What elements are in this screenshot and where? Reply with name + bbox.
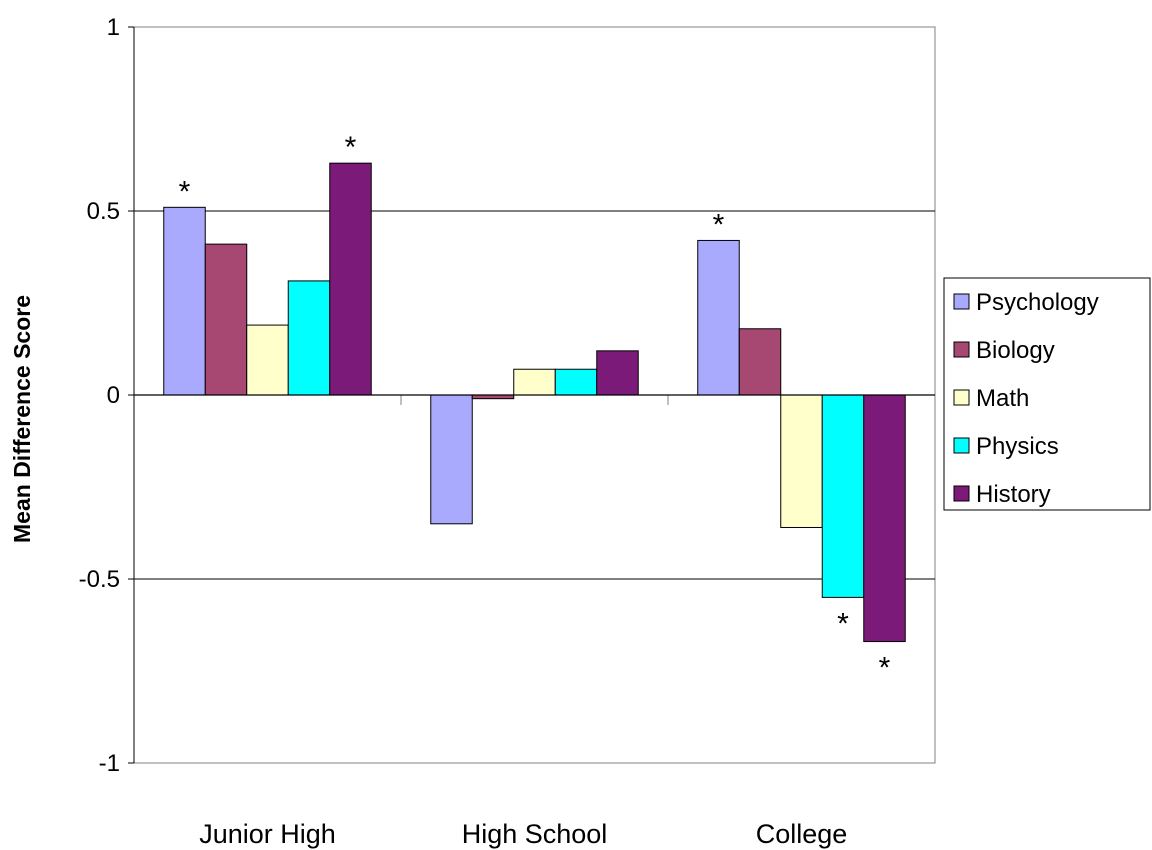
y-tick-label: -1 xyxy=(99,750,120,777)
y-tick-label: 1 xyxy=(107,14,120,41)
legend: Psychology Biology Math Physics History xyxy=(943,277,1151,511)
legend-swatch-math xyxy=(953,389,970,406)
bar-math xyxy=(246,324,289,396)
bar-math xyxy=(513,368,556,396)
bar-psychology xyxy=(430,394,473,525)
bar-biology xyxy=(204,243,248,396)
bar-psychology xyxy=(163,206,206,396)
significance-marker: * xyxy=(345,131,357,164)
x-category-label: High School xyxy=(462,819,608,849)
bar-history xyxy=(329,162,372,396)
significance-marker: * xyxy=(179,175,191,208)
significance-marker: * xyxy=(713,208,725,241)
bar-history xyxy=(863,394,906,643)
x-category-label: College xyxy=(756,819,848,849)
bar-physics xyxy=(554,368,598,396)
bar-physics xyxy=(287,280,331,396)
legend-label-math: Math xyxy=(976,385,1029,412)
y-axis-title: Mean Difference Score xyxy=(9,295,35,543)
y-tick-label: 0 xyxy=(107,382,120,409)
legend-label-history: History xyxy=(976,481,1051,508)
y-tick-label: 0.5 xyxy=(87,198,120,225)
significance-marker: * xyxy=(879,652,891,685)
labels: 1 0.5 0 -0.5 -1 * * Junior High High School * * * Co… xyxy=(79,14,891,849)
bar-biology xyxy=(738,328,782,396)
legend-swatch-physics xyxy=(953,437,970,454)
bar-psychology xyxy=(697,239,740,396)
legend-label-physics: Physics xyxy=(976,433,1059,460)
significance-marker: * xyxy=(837,607,849,640)
y-tick-label: -0.5 xyxy=(79,566,120,593)
axes xyxy=(128,26,935,764)
legend-label-psychology: Psychology xyxy=(976,289,1099,316)
x-category-label: Junior High xyxy=(199,819,336,849)
bar-physics xyxy=(821,394,865,598)
legend-box xyxy=(943,277,1151,511)
bar-history xyxy=(596,350,639,396)
legend-swatch-history xyxy=(953,485,970,502)
bar-math xyxy=(780,394,823,528)
legend-swatch-biology xyxy=(953,341,970,358)
bars xyxy=(163,162,906,643)
legend-label-biology: Biology xyxy=(976,337,1055,364)
legend-swatch-psychology xyxy=(953,293,970,310)
